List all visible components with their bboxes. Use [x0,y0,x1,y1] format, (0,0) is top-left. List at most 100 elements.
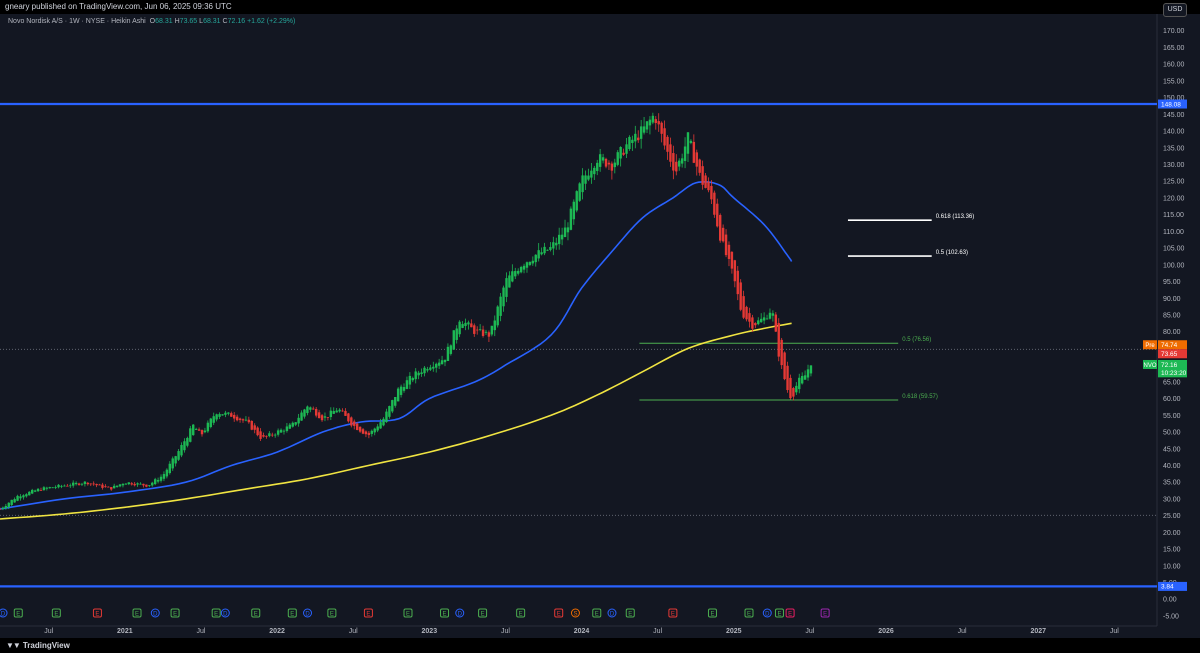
candle-body[interactable] [578,183,581,201]
candle-body[interactable] [593,167,596,175]
candle-body[interactable] [294,422,297,425]
candle-body[interactable] [414,371,417,380]
ma-slow-line[interactable] [0,322,792,520]
candle-body[interactable] [555,242,558,246]
candle-body[interactable] [189,428,192,442]
candle-body[interactable] [713,192,716,215]
candle-body[interactable] [364,431,368,435]
candle-body[interactable] [233,414,236,419]
candle-body[interactable] [598,154,602,167]
earnings-event-icon[interactable] [554,608,564,618]
candle-body[interactable] [329,410,333,418]
candle-body[interactable] [268,433,271,437]
candle-body[interactable] [774,314,778,332]
earnings-event-icon[interactable] [744,608,754,618]
candle-body[interactable] [584,175,587,184]
candle-body[interactable] [423,367,426,374]
candle-body[interactable] [297,417,300,424]
earnings-event-icon[interactable] [478,608,488,618]
candle-body[interactable] [33,490,37,492]
candle-body[interactable] [481,329,485,336]
candle-body[interactable] [10,499,13,505]
tradingview-logo[interactable]: ▼▼ TradingView [6,641,70,650]
candle-body[interactable] [402,387,406,391]
candle-body[interactable] [206,422,210,432]
candle-body[interactable] [92,483,95,485]
candle-body[interactable] [786,365,789,391]
candle-body[interactable] [394,397,397,406]
candle-body[interactable] [335,410,338,413]
candle-body[interactable] [534,254,537,263]
candle-body[interactable] [622,152,625,155]
candle-body[interactable] [546,249,549,251]
candle-body[interactable] [657,121,660,125]
candle-body[interactable] [710,185,713,200]
candle-body[interactable] [596,162,599,171]
candle-body[interactable] [417,372,420,376]
candle-body[interactable] [300,412,303,421]
candle-body[interactable] [291,422,294,427]
candle-body[interactable] [361,429,365,434]
candle-body[interactable] [285,426,289,431]
candle-body[interactable] [742,296,745,318]
candle-body[interactable] [4,506,8,509]
candle-body[interactable] [168,463,172,474]
candle-body[interactable] [192,424,195,436]
candle-body[interactable] [215,414,218,420]
candle-body[interactable] [478,329,482,331]
price-tag[interactable] [1158,349,1187,359]
candle-body[interactable] [74,482,78,485]
candle-body[interactable] [391,400,394,412]
candle-body[interactable] [464,322,467,327]
candle-body[interactable] [171,458,174,469]
candle-body[interactable] [396,388,400,402]
candle-body[interactable] [370,430,374,434]
candle-body[interactable] [303,409,306,417]
candle-body[interactable] [704,175,707,188]
candle-body[interactable] [762,317,766,321]
candle-body[interactable] [543,246,546,254]
candle-body[interactable] [54,487,57,488]
candle-body[interactable] [156,479,160,482]
candle-body[interactable] [408,375,412,385]
candle-body[interactable] [133,483,136,486]
candle-body[interactable] [276,430,280,435]
candle-body[interactable] [666,136,669,152]
candle-body[interactable] [724,234,728,256]
candle-body[interactable] [426,369,429,371]
candle-body[interactable] [136,483,139,485]
earnings-event-icon[interactable] [170,608,180,618]
ma-fast-line[interactable] [0,180,793,510]
candle-body[interactable] [13,499,16,503]
candle-body[interactable] [212,416,215,423]
candle-body[interactable] [118,484,122,487]
candle-body[interactable] [107,486,110,488]
split-event-icon[interactable] [570,608,580,618]
earnings-event-icon[interactable] [820,608,830,618]
earnings-event-icon[interactable] [440,608,450,618]
candle-body[interactable] [145,484,148,487]
candle-body[interactable] [792,388,795,397]
candle-body[interactable] [663,128,666,146]
candle-body[interactable] [563,227,567,238]
candle-body[interactable] [197,429,201,431]
price-tag[interactable] [1158,340,1187,350]
candle-body[interactable] [347,413,350,422]
candle-body[interactable] [496,306,499,326]
candle-body[interactable] [648,119,652,126]
candle-body[interactable] [22,495,25,498]
candle-body[interactable] [528,261,532,265]
candle-body[interactable] [224,412,227,415]
candle-body[interactable] [36,488,40,492]
candle-body[interactable] [806,369,810,378]
candle-body[interactable] [754,323,757,326]
candle-body[interactable] [218,414,221,417]
candle-body[interactable] [449,345,453,354]
candle-body[interactable] [1,507,5,509]
candle-body[interactable] [306,406,309,414]
candle-body[interactable] [262,435,265,437]
candle-body[interactable] [516,270,520,274]
candle-body[interactable] [525,262,529,268]
candle-body[interactable] [675,161,678,172]
candle-body[interactable] [601,157,605,161]
